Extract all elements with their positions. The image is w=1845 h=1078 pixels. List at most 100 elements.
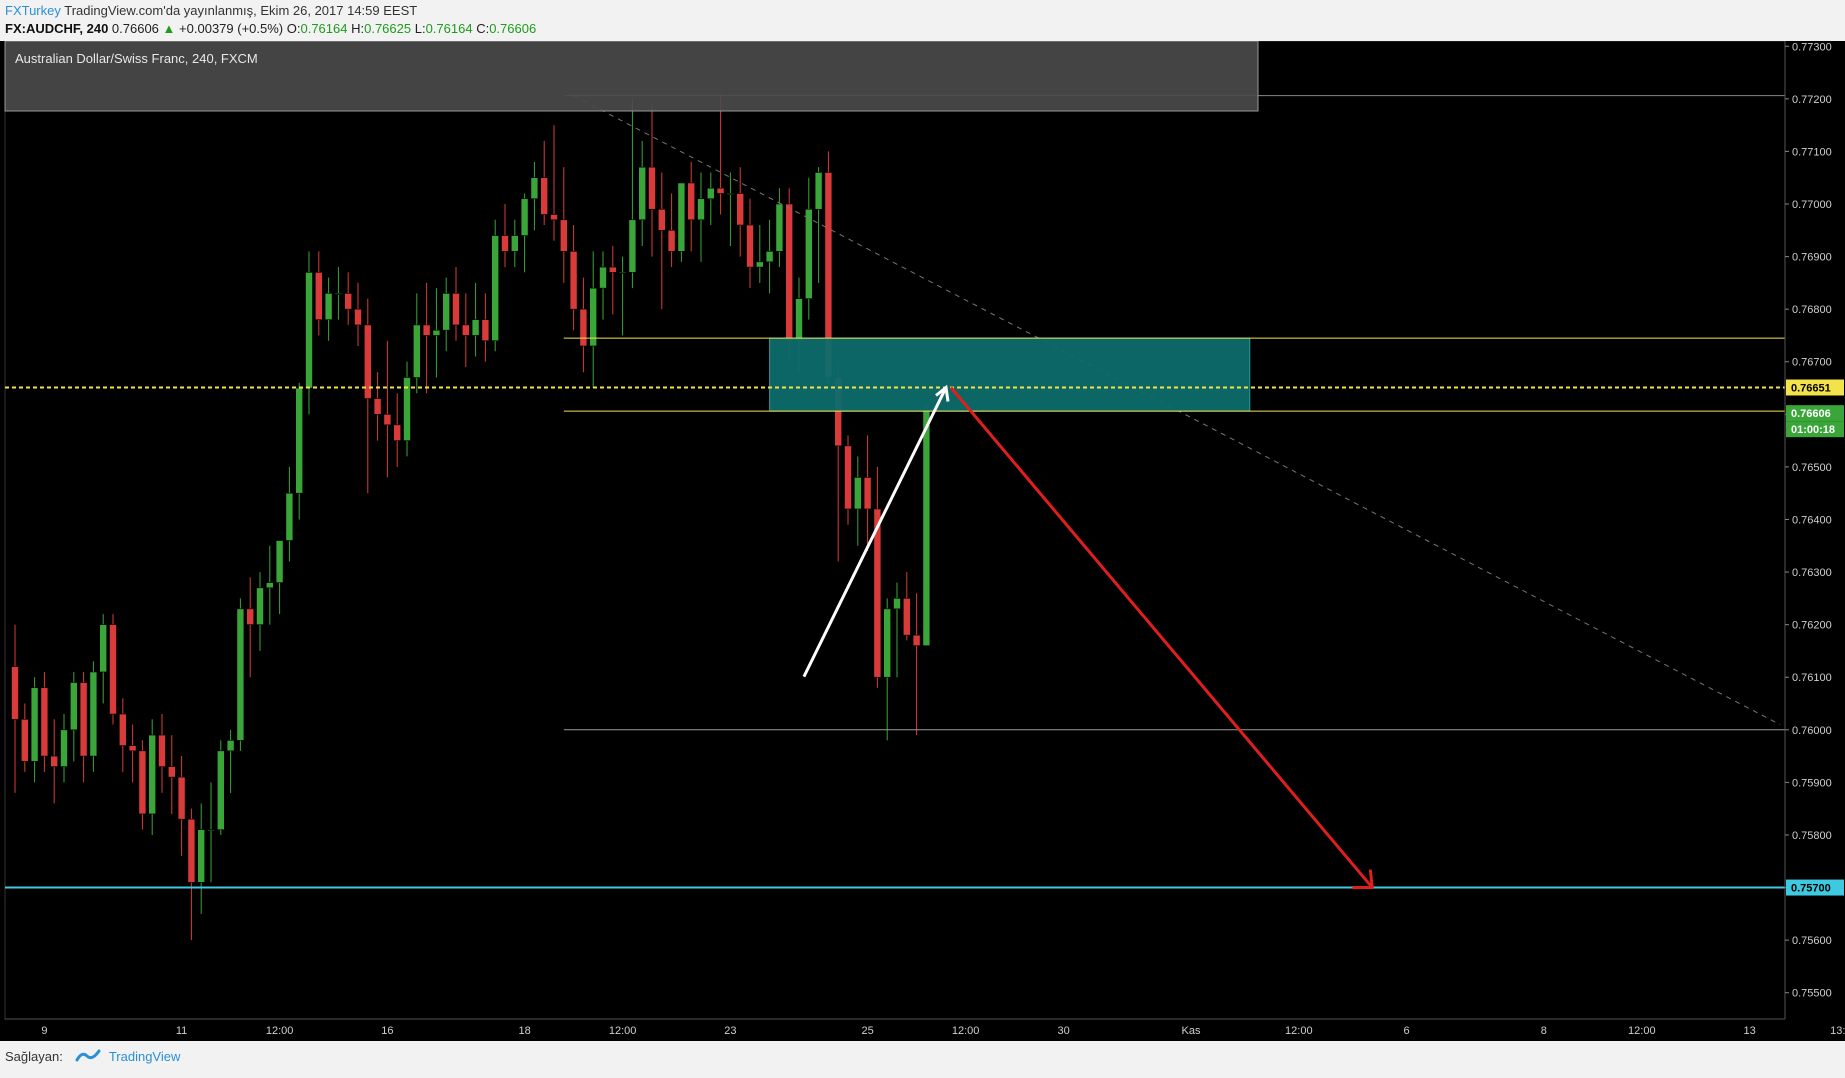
price-tick-label: 0.77000	[1792, 199, 1832, 211]
candle-up	[922, 408, 931, 646]
candle-up	[197, 829, 205, 883]
time-axis-background	[5, 1019, 1785, 1041]
time-tick-label: 12:00	[952, 1025, 980, 1037]
candle-down	[648, 166, 656, 210]
candle-down	[11, 666, 19, 720]
candle-up	[265, 582, 274, 589]
target-price-badge: 0.75700	[1791, 883, 1831, 895]
time-tick-label: 18	[518, 1025, 530, 1037]
candle-down	[863, 477, 872, 510]
price-tick-label: 0.76800	[1792, 304, 1832, 316]
footer-tradingview-link[interactable]: TradingView	[108, 1048, 181, 1064]
time-tick-label: 30	[1057, 1025, 1069, 1037]
candle-down	[246, 608, 254, 625]
time-tick-label: 16	[381, 1025, 393, 1037]
publish-info: FXTurkey TradingView.com'da yayınlanmış,…	[5, 3, 417, 18]
close-value: 0.76606	[489, 21, 537, 36]
candle-down	[736, 193, 745, 226]
low-label: L:	[414, 21, 426, 36]
candle-down	[540, 177, 549, 215]
candle-up	[491, 235, 500, 342]
candle-down	[452, 293, 460, 326]
candle-up	[677, 182, 686, 252]
chart-background	[0, 41, 1845, 1041]
candle-up	[697, 198, 705, 221]
candle-down	[746, 224, 754, 268]
price-axis[interactable]: 0.77300 0.77200 0.77100 0.77000 0.76900 0.768…	[1784, 41, 1845, 1041]
resistance-zone	[769, 337, 1251, 412]
current-price-badge: 0.76606	[1791, 408, 1831, 420]
countdown-badge: 01:00:18	[1791, 424, 1835, 436]
open-value: 0.76164	[300, 21, 348, 36]
candle-down	[481, 319, 490, 342]
current-price-badge-bg	[1786, 405, 1844, 422]
high-value: 0.76625	[364, 21, 412, 36]
candle-down	[119, 713, 127, 746]
candle-up	[442, 293, 451, 331]
candle-up	[236, 608, 245, 741]
candle-down	[579, 308, 588, 347]
candle-up	[510, 235, 519, 252]
dashed-price-badge: 0.76651	[1791, 383, 1831, 395]
time-tick-label: 12:00	[1285, 1025, 1313, 1037]
candle-up	[589, 287, 598, 347]
open-label: O:	[286, 21, 301, 36]
candle-up	[432, 329, 441, 336]
candle-down	[109, 624, 117, 715]
candle-up	[618, 272, 627, 274]
candle-down	[383, 414, 392, 426]
price-tick-label: 0.75800	[1792, 830, 1832, 842]
candle-down	[363, 324, 372, 399]
price-tick-label: 0.76100	[1792, 672, 1832, 684]
candle-up	[599, 266, 607, 289]
price-tick-label: 0.75900	[1792, 777, 1832, 789]
time-tick-label: 23	[724, 1025, 736, 1037]
candle-down	[79, 682, 88, 757]
time-tick-label: 13:	[1830, 1025, 1845, 1037]
candle-down	[559, 219, 568, 252]
candle-down	[50, 755, 59, 767]
candle-down	[20, 718, 29, 762]
price-tick-label: 0.76200	[1792, 620, 1832, 632]
candle-down	[844, 445, 852, 510]
candle-down	[716, 187, 725, 194]
candle-up	[99, 624, 107, 673]
candle-down	[687, 182, 696, 221]
price-change: +0.00379 (+0.5%)	[179, 21, 284, 36]
symbol-label: FX:AUDCHF, 240	[5, 21, 109, 36]
price-chart[interactable]: 0.77300 0.77200 0.77100 0.77000 0.76900 0.768…	[0, 41, 1845, 1041]
countdown-badge-bg	[1786, 421, 1844, 438]
published-text: TradingView.com'da yayınlanmış, Ekim 26,…	[64, 3, 418, 18]
price-tick-label: 0.76400	[1792, 514, 1832, 526]
candle-up	[795, 298, 803, 342]
candle-down	[128, 745, 137, 752]
dashed-price-badge-bg	[1786, 379, 1844, 396]
time-axis[interactable]: 9 11 12:00 16 18 12:00 23 25 12:00 30 Kas 12:00 6 8 12…	[5, 1018, 1845, 1041]
price-tick-label: 0.77100	[1792, 146, 1832, 158]
candle-down	[501, 235, 509, 252]
time-tick-label: Kas	[1182, 1025, 1201, 1037]
time-tick-label: 12:00	[266, 1025, 294, 1037]
candle-up	[755, 261, 764, 268]
time-tick-label: 9	[41, 1025, 47, 1037]
legend-title: Australian Dollar/Swiss Franc, 240, FXCM	[15, 51, 258, 66]
candle-down	[158, 734, 166, 767]
candle-up	[412, 324, 421, 378]
candle-down	[657, 208, 666, 231]
candle-down	[902, 598, 911, 636]
candle-down	[187, 818, 196, 883]
candle-down	[354, 308, 362, 326]
tradingview-logo-icon	[75, 1049, 101, 1062]
candle-down	[168, 766, 176, 778]
drawings-layer	[5, 95, 1785, 890]
time-tick-label: 12:00	[1628, 1025, 1656, 1037]
price-tick-label: 0.75600	[1792, 935, 1832, 947]
price-tick-label: 0.76900	[1792, 252, 1832, 264]
candle-down	[138, 750, 147, 815]
candle-down	[344, 293, 353, 310]
bullish-arrow-line	[802, 386, 948, 678]
publisher-link[interactable]: FXTurkey	[5, 3, 61, 18]
candle-down	[314, 272, 323, 320]
time-tick-label: 12:00	[609, 1025, 637, 1037]
candle-up	[60, 729, 68, 767]
